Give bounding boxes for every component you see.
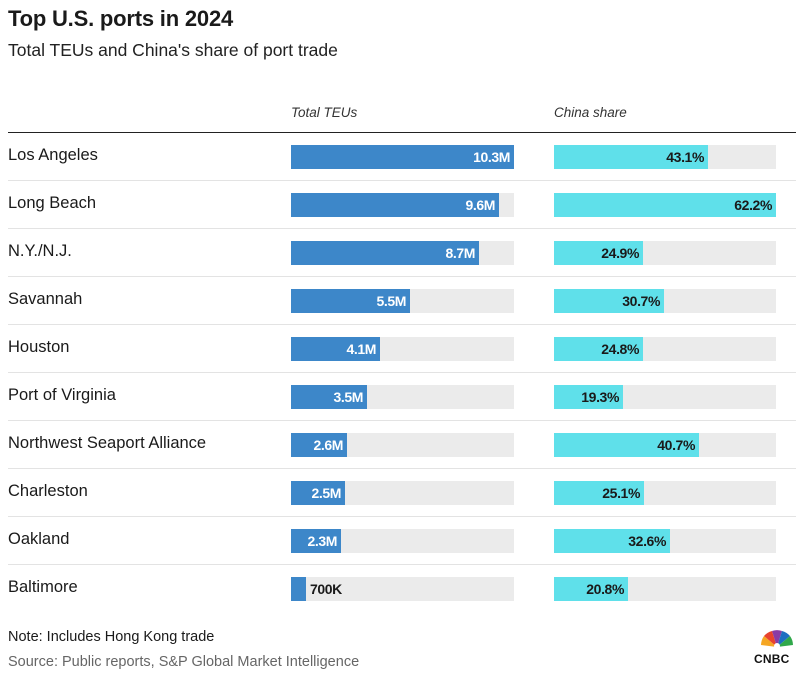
port-name: Long Beach bbox=[8, 194, 97, 212]
teu-value-label: 2.6M bbox=[313, 437, 343, 453]
port-name: Port of Virginia bbox=[8, 386, 116, 404]
china-share-bar-track: 19.3% bbox=[554, 385, 776, 409]
chart-source: Source: Public reports, S&P Global Marke… bbox=[8, 654, 360, 670]
chart-subtitle: Total TEUs and China's share of port tra… bbox=[8, 40, 338, 60]
china-share-value-label: 62.2% bbox=[734, 197, 772, 213]
china-share-bar bbox=[554, 577, 628, 601]
china-share-bar-track: 20.8% bbox=[554, 577, 776, 601]
china-share-bar bbox=[554, 529, 670, 553]
port-name: N.Y./N.J. bbox=[8, 242, 72, 260]
port-name: Houston bbox=[8, 338, 70, 356]
teu-value-label: 4.1M bbox=[346, 341, 376, 357]
port-name: Baltimore bbox=[8, 578, 78, 596]
teu-bar-track: 2.3M bbox=[291, 529, 514, 553]
teu-bar bbox=[291, 241, 479, 265]
teu-value-label: 700K bbox=[310, 581, 342, 597]
table-row: Oakland 2.3M 32.6% bbox=[8, 517, 796, 565]
table-row: Long Beach 9.6M 62.2% bbox=[8, 181, 796, 229]
teu-bar bbox=[291, 433, 347, 457]
china-share-value-label: 24.8% bbox=[601, 341, 639, 357]
teu-value-label: 5.5M bbox=[376, 293, 406, 309]
china-share-bar bbox=[554, 241, 643, 265]
teu-bar-track: 2.5M bbox=[291, 481, 514, 505]
teu-bar bbox=[291, 193, 499, 217]
table-row: Baltimore 700K 20.8% bbox=[8, 565, 796, 612]
nbc-peacock-icon bbox=[761, 630, 793, 649]
china-share-value-label: 24.9% bbox=[601, 245, 639, 261]
teu-bar-track: 9.6M bbox=[291, 193, 514, 217]
table-row: Port of Virginia 3.5M 19.3% bbox=[8, 373, 796, 421]
china-share-value-label: 19.3% bbox=[581, 389, 619, 405]
china-share-value-label: 25.1% bbox=[602, 485, 640, 501]
china-share-bar bbox=[554, 289, 664, 313]
teu-bar-track: 3.5M bbox=[291, 385, 514, 409]
table-row: N.Y./N.J. 8.7M 24.9% bbox=[8, 229, 796, 277]
table-row: Savannah 5.5M 30.7% bbox=[8, 277, 796, 325]
teu-bar bbox=[291, 145, 514, 169]
port-name: Los Angeles bbox=[8, 146, 98, 164]
china-share-bar-track: 40.7% bbox=[554, 433, 776, 457]
column-header-china-share: China share bbox=[554, 105, 627, 120]
china-share-bar-track: 30.7% bbox=[554, 289, 776, 313]
china-share-value-label: 20.8% bbox=[586, 581, 624, 597]
chart-note: Note: Includes Hong Kong trade bbox=[8, 629, 215, 645]
header-divider bbox=[8, 132, 796, 133]
column-header-total-teus: Total TEUs bbox=[291, 105, 358, 120]
teu-bar-track: 700K bbox=[291, 577, 514, 601]
table-row: Los Angeles 10.3M 43.1% bbox=[8, 133, 796, 181]
china-share-bar bbox=[554, 481, 644, 505]
teu-value-label: 2.3M bbox=[307, 533, 337, 549]
teu-bar bbox=[291, 577, 306, 601]
teu-bar bbox=[291, 289, 410, 313]
teu-bar-track: 5.5M bbox=[291, 289, 514, 313]
chart-rows: Los Angeles 10.3M 43.1% Long Beach 9.6M 62.2%… bbox=[0, 133, 802, 612]
china-share-bar-track: 32.6% bbox=[554, 529, 776, 553]
teu-value-label: 2.5M bbox=[311, 485, 341, 501]
table-row: Charleston 2.5M 25.1% bbox=[8, 469, 796, 517]
china-share-value-label: 32.6% bbox=[628, 533, 666, 549]
teu-value-label: 9.6M bbox=[465, 197, 495, 213]
china-share-value-label: 43.1% bbox=[666, 149, 704, 165]
china-share-bar-track: 43.1% bbox=[554, 145, 776, 169]
china-share-bar-track: 24.9% bbox=[554, 241, 776, 265]
teu-value-label: 10.3M bbox=[473, 149, 510, 165]
china-share-bar-track: 24.8% bbox=[554, 337, 776, 361]
china-share-bar-track: 25.1% bbox=[554, 481, 776, 505]
china-share-bar bbox=[554, 145, 708, 169]
china-share-value-label: 40.7% bbox=[657, 437, 695, 453]
teu-bar-track: 2.6M bbox=[291, 433, 514, 457]
teu-bar bbox=[291, 481, 345, 505]
china-share-bar bbox=[554, 385, 623, 409]
cnbc-logo-text: CNBC bbox=[754, 652, 790, 666]
teu-value-label: 3.5M bbox=[333, 389, 363, 405]
teu-bar-track: 10.3M bbox=[291, 145, 514, 169]
port-name: Charleston bbox=[8, 482, 88, 500]
table-row: Northwest Seaport Alliance 2.6M 40.7% bbox=[8, 421, 796, 469]
port-name: Oakland bbox=[8, 530, 70, 548]
port-name: Northwest Seaport Alliance bbox=[8, 434, 207, 452]
teu-bar-track: 8.7M bbox=[291, 241, 514, 265]
china-share-bar bbox=[554, 433, 699, 457]
china-share-value-label: 30.7% bbox=[622, 293, 660, 309]
teu-bar bbox=[291, 337, 380, 361]
teu-value-label: 8.7M bbox=[445, 245, 475, 261]
china-share-bar bbox=[554, 337, 643, 361]
teu-bar bbox=[291, 529, 341, 553]
china-share-bar-track: 62.2% bbox=[554, 193, 776, 217]
table-row: Houston 4.1M 24.8% bbox=[8, 325, 796, 373]
teu-bar bbox=[291, 385, 367, 409]
chart-title: Top U.S. ports in 2024 bbox=[8, 6, 234, 31]
teu-bar-track: 4.1M bbox=[291, 337, 514, 361]
port-name: Savannah bbox=[8, 290, 83, 308]
china-share-bar bbox=[554, 193, 776, 217]
